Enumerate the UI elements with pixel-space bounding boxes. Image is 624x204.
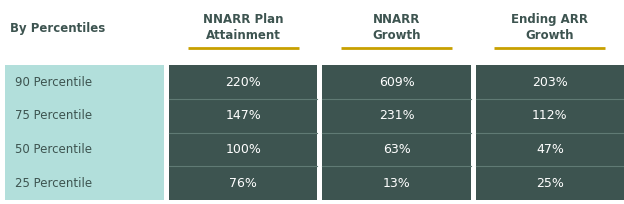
Text: 25 Percentile: 25 Percentile xyxy=(15,177,92,190)
Bar xyxy=(475,166,624,200)
Text: By Percentiles: By Percentiles xyxy=(10,22,105,35)
Text: 90 Percentile: 90 Percentile xyxy=(15,75,92,89)
Text: 25%: 25% xyxy=(536,177,563,190)
Text: 231%: 231% xyxy=(379,109,414,122)
Text: 47%: 47% xyxy=(536,143,563,156)
Bar xyxy=(323,133,470,166)
Bar xyxy=(5,133,164,166)
Bar xyxy=(475,99,624,133)
Bar xyxy=(475,65,624,99)
Text: 203%: 203% xyxy=(532,75,568,89)
Text: 220%: 220% xyxy=(225,75,261,89)
Text: 609%: 609% xyxy=(379,75,414,89)
Bar xyxy=(169,65,318,99)
Text: NNARR
Growth: NNARR Growth xyxy=(373,13,421,42)
Bar xyxy=(323,166,470,200)
Text: Ending ARR
Growth: Ending ARR Growth xyxy=(511,13,588,42)
Text: 13%: 13% xyxy=(383,177,411,190)
Bar xyxy=(169,99,318,133)
Text: 100%: 100% xyxy=(225,143,261,156)
Bar xyxy=(169,166,318,200)
Text: 50 Percentile: 50 Percentile xyxy=(15,143,92,156)
Text: NNARR Plan
Attainment: NNARR Plan Attainment xyxy=(203,13,283,42)
Text: 76%: 76% xyxy=(230,177,257,190)
Bar xyxy=(5,166,164,200)
Bar xyxy=(169,133,318,166)
Bar xyxy=(323,99,470,133)
Text: 63%: 63% xyxy=(383,143,411,156)
Bar xyxy=(5,65,164,99)
Text: 147%: 147% xyxy=(225,109,261,122)
Bar xyxy=(323,65,470,99)
Text: 75 Percentile: 75 Percentile xyxy=(15,109,92,122)
Bar xyxy=(475,133,624,166)
Bar xyxy=(5,99,164,133)
Text: 112%: 112% xyxy=(532,109,568,122)
